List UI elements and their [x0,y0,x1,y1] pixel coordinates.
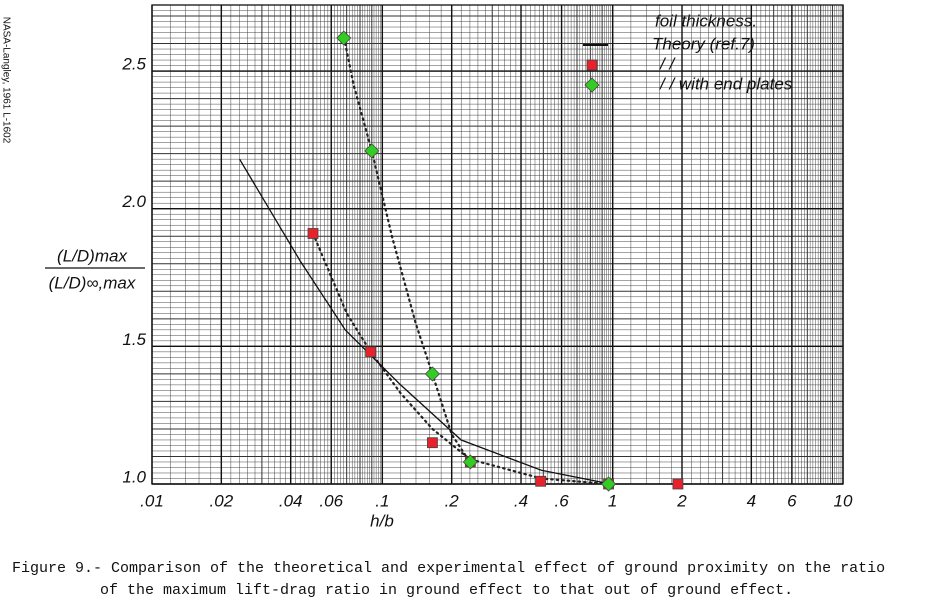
x-tick-label: .4 [514,491,528,510]
legend-label: / / with end plates [659,74,793,93]
square-point [672,478,684,490]
y-tick-label: 1.5 [122,330,146,349]
x-tick-label: .2 [445,491,460,510]
diamond-point [462,454,478,470]
x-tick-label: 1 [608,491,617,510]
theory-line [239,158,611,485]
legend-square [586,59,598,71]
diamond-point [336,30,352,46]
y-tick-label: 2.0 [121,192,146,211]
legend-label: Theory (ref.7) [652,34,755,53]
diamond-point [601,476,617,492]
y-label-top: (L/D)max [57,246,127,265]
caption-line: of the maximum lift-drag ratio in ground… [100,582,793,599]
x-tick-label: .06 [319,491,343,510]
square-point [307,228,319,239]
x-tick-label: .01 [140,491,164,510]
x-tick-label: 10 [834,491,853,510]
x-tick-label: .1 [375,491,389,510]
x-label: h/b [370,511,394,530]
y-tick-label: 1.0 [122,467,146,486]
legend-diamond [584,77,600,93]
x-tick-label: 4 [747,491,756,510]
diamond-point [424,366,440,382]
x-tick-label: .04 [279,491,303,510]
diamond-point [364,143,380,159]
y-tick-label: 2.5 [121,55,146,74]
x-tick-label: .6 [554,491,569,510]
caption-line: Figure 9.- Comparison of the theoretical… [12,560,885,577]
fair-curve [311,232,610,486]
x-tick-label: .02 [210,491,234,510]
legend-label: / / [659,54,676,73]
x-tick-label: 2 [676,491,687,510]
legend-title: foil thickness. [655,11,757,30]
square-point [427,437,438,449]
square-point [365,346,377,358]
y-label-bottom: (L/D)∞,max [49,273,136,292]
fair-curve [344,42,471,464]
x-tick-label: 6 [787,491,797,510]
square-point [535,475,547,487]
side-note: NASA-Langley, 1961 L-1602 [0,17,11,144]
